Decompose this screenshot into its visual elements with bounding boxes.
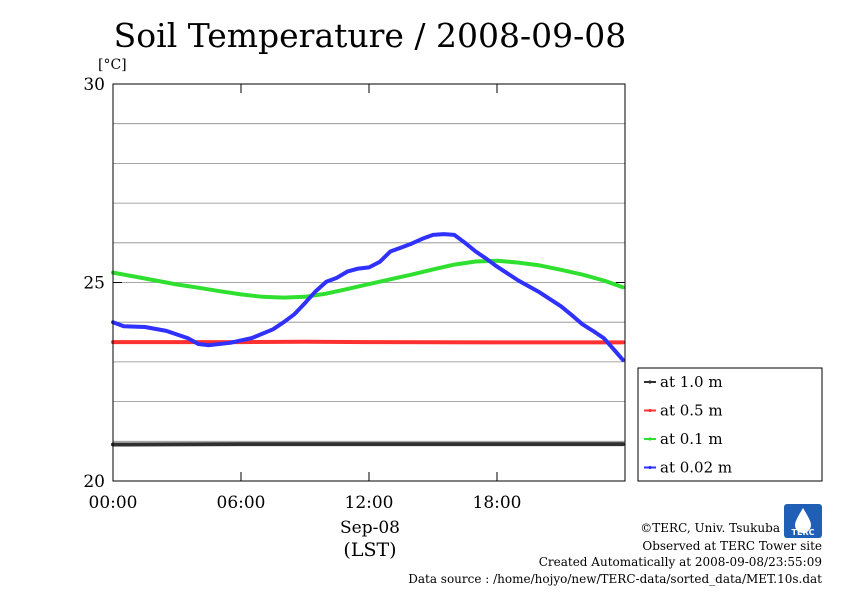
y-tick-label: 30 [83,75,105,95]
credit-observed: Observed at TERC Tower site [642,539,822,553]
legend-label-2: at 0.1 m [660,430,723,448]
legend-label-0: at 1.0 m [660,373,723,391]
credit-copyright: ©TERC, Univ. Tsukuba [640,521,780,535]
series-line-3 [111,232,625,362]
legend: at 1.0 m at 0.5 m at 0.1 m at 0.02 m [637,367,823,482]
logo-text: TERC [792,528,815,537]
terc-logo: TERC [784,504,822,538]
legend-marker-3 [648,465,652,470]
x-axis-date-label: Sep-08 [340,518,400,538]
legend-marker-2 [648,437,652,441]
logo-drop-icon [795,508,811,533]
credit-source: Data source : /home/hojyo/new/TERC-data/… [408,572,822,586]
x-tick-label: 06:00 [217,493,266,513]
x-tick-label: 00:00 [89,493,138,513]
y-axis-unit: [°C] [98,57,127,73]
y-tick-label: 25 [83,274,105,294]
legend-marker-0 [648,380,652,384]
x-axis-timezone-label: (LST) [343,539,396,561]
legend-marker-1 [648,408,652,413]
legend-label-1: at 0.5 m [660,402,723,420]
legend-box [637,367,823,482]
x-axis-ticks: 00:00 06:00 12:00 18:00 [89,84,522,513]
y-axis-ticks: 20 25 30 [83,75,625,492]
legend-label-3: at 0.02 m [660,459,732,477]
x-tick-label: 18:00 [473,493,522,513]
series-line-2 [111,258,625,300]
x-tick-label: 12:00 [345,493,394,513]
chart-title: Soil Temperature / 2008-09-08 [114,16,627,55]
y-tick-label: 20 [83,472,105,492]
series-line-1 [111,339,625,345]
credit-created: Created Automatically at 2008-09-08/23:5… [539,555,822,569]
series-group [111,232,625,447]
